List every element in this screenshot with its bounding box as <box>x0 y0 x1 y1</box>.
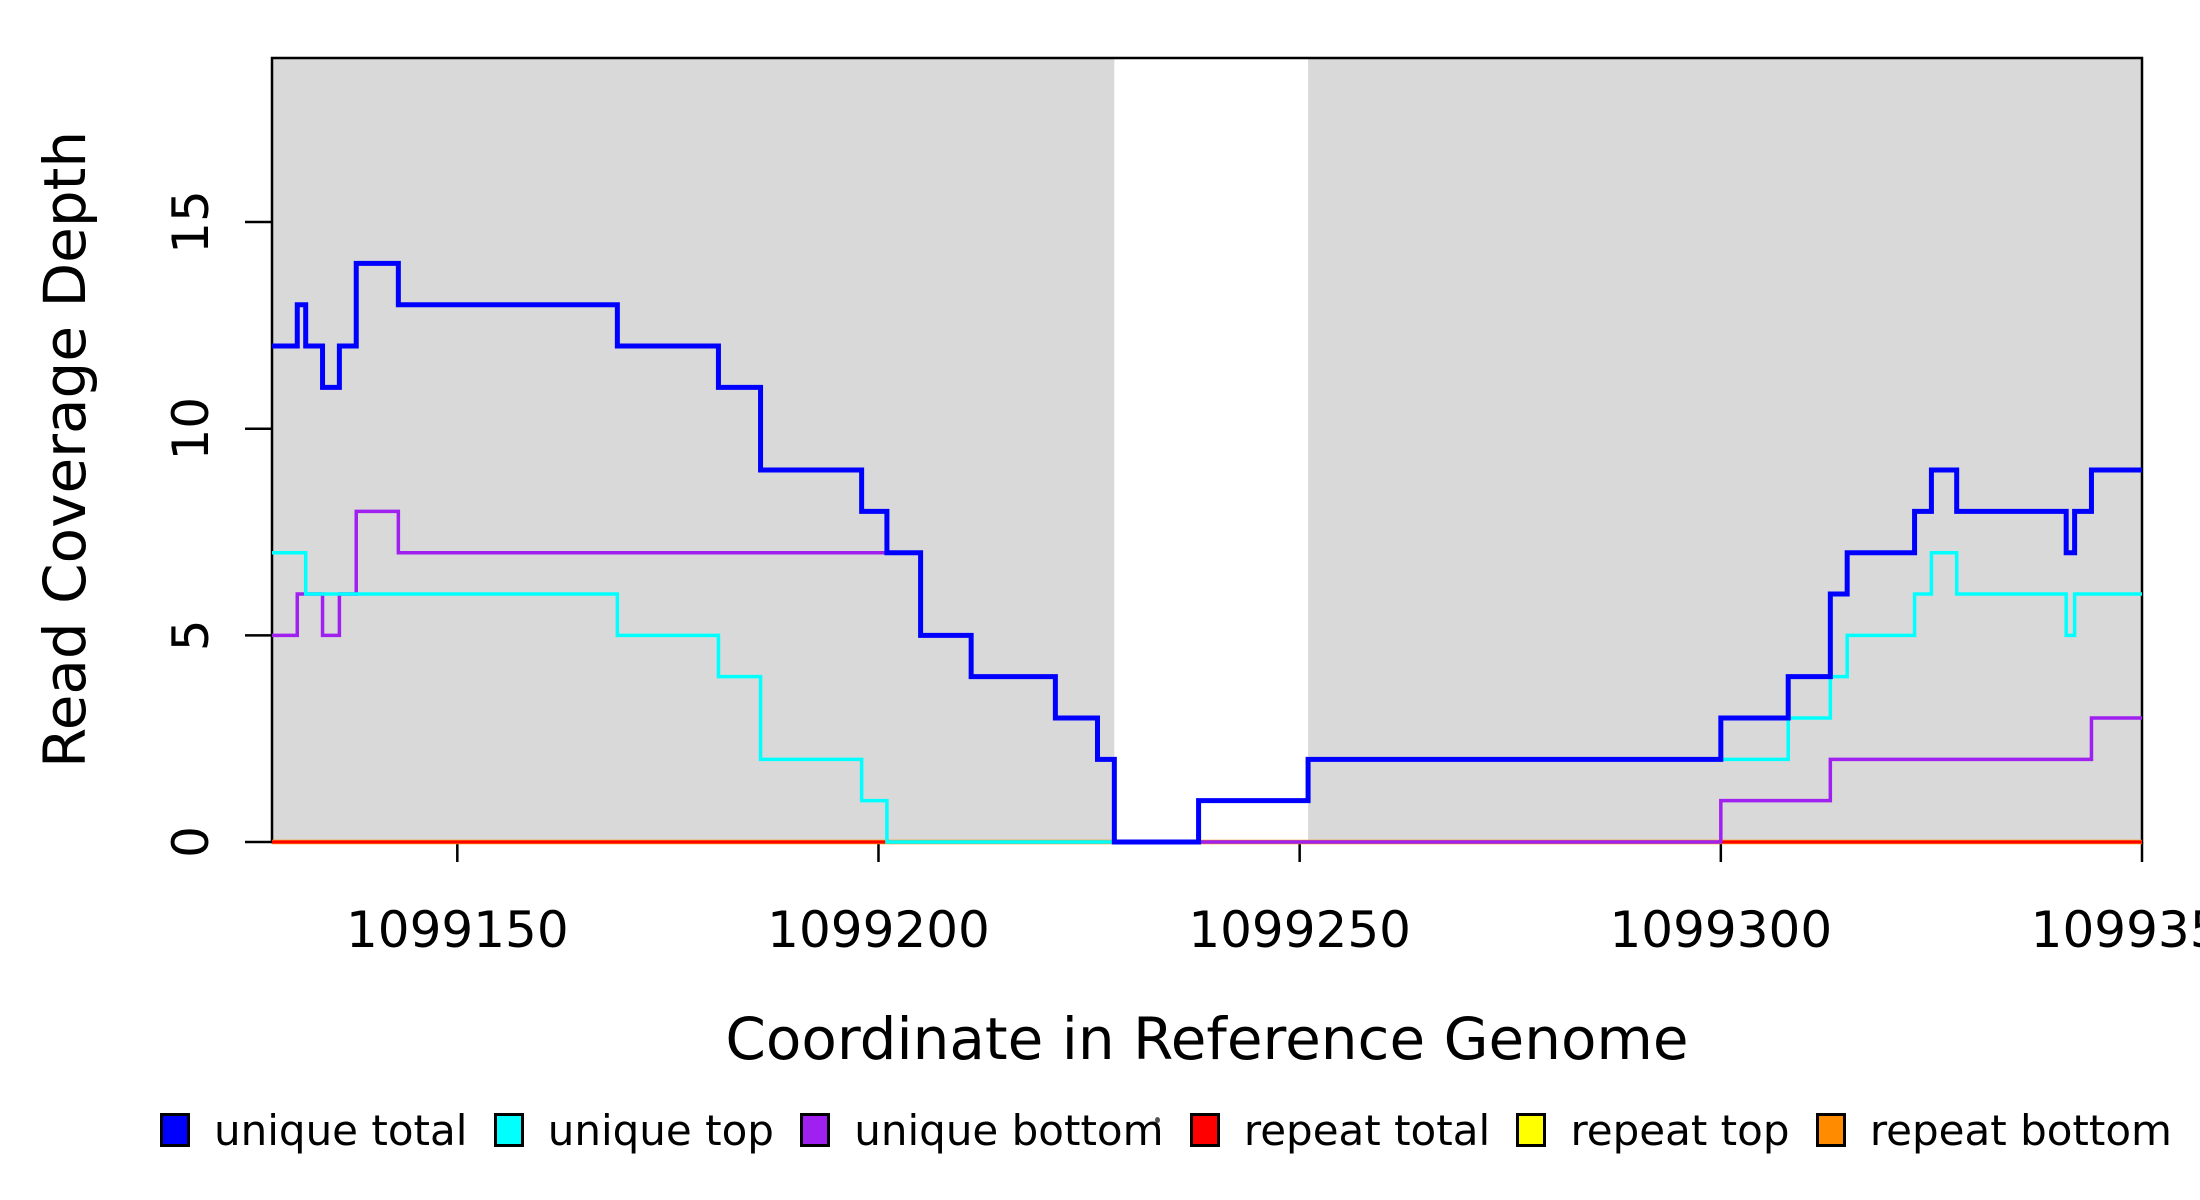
x-tick-label: 1099250 <box>1188 901 1411 959</box>
x-axis-title: Coordinate in Reference Genome <box>725 1005 1689 1073</box>
stray-dot <box>1155 1117 1160 1123</box>
legend-label: repeat top <box>1570 1105 1790 1155</box>
x-tick-label: 1099150 <box>346 901 569 959</box>
legend-swatch-unique-bottom <box>800 1113 831 1147</box>
y-axis-title: Read Coverage Depth <box>31 130 99 768</box>
legend-item-unique-bottom: unique bottom <box>800 1105 1164 1155</box>
legend-label: unique top <box>547 1105 774 1155</box>
legend-swatch-repeat-top <box>1516 1113 1547 1147</box>
x-tick-label: 1099300 <box>1609 901 1832 959</box>
legend-label: repeat bottom <box>1869 1105 2172 1155</box>
legend-item-unique-total: unique total <box>160 1106 467 1155</box>
series-line-unique-total <box>272 260 2142 845</box>
x-tick-label: 1099350 <box>2031 901 2200 959</box>
legend-swatch-repeat-total <box>1189 1113 1220 1147</box>
series-group <box>272 260 2142 845</box>
y-tick-label: 5 <box>162 619 220 651</box>
y-tick-label: 10 <box>162 397 220 461</box>
legend-item-repeat-total: repeat total <box>1189 1105 1491 1155</box>
legend-swatch-repeat-bottom <box>1815 1113 1846 1147</box>
legend-label: unique total <box>214 1105 468 1155</box>
y-tick-label: 15 <box>162 190 220 254</box>
legend-swatch-unique-total <box>160 1113 190 1147</box>
legend-item-unique-top: unique top <box>493 1105 774 1155</box>
x-tick-label: 1099200 <box>767 901 990 959</box>
shaded-region <box>1308 58 2142 842</box>
legend: unique total unique top unique bottom re… <box>160 1100 2172 1160</box>
y-tick-label: 0 <box>162 826 220 858</box>
legend-item-repeat-top: repeat top <box>1516 1105 1790 1155</box>
legend-label: repeat total <box>1243 1105 1491 1155</box>
shaded-region <box>272 58 1115 842</box>
legend-item-repeat-bottom: repeat bottom <box>1815 1105 2172 1155</box>
legend-label: unique bottom <box>854 1105 1164 1155</box>
legend-swatch-unique-top <box>493 1113 524 1147</box>
